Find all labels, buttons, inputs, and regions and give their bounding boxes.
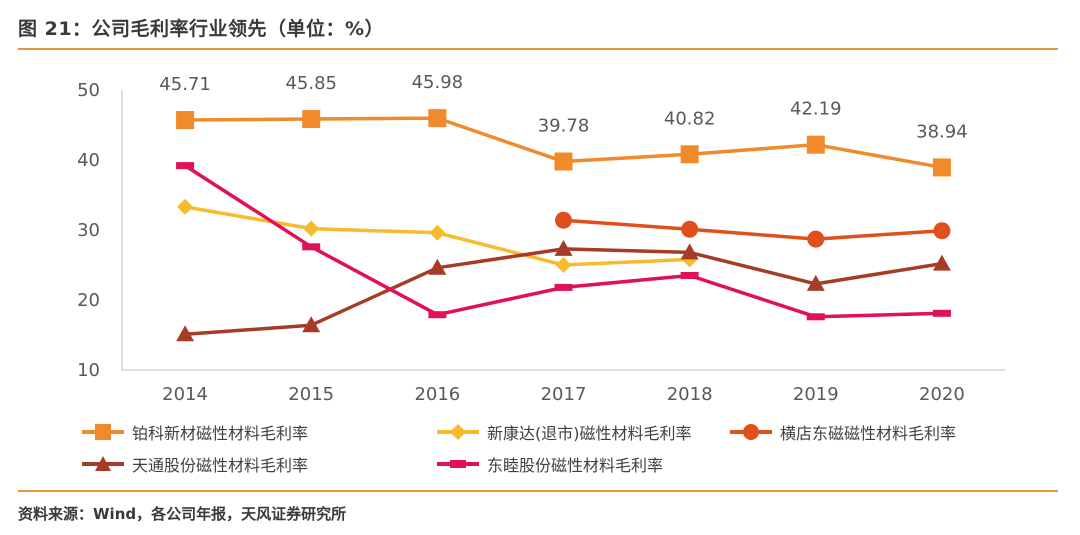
legend-item: 天通股份磁性材料毛利率 (80, 452, 308, 476)
data-point (429, 224, 446, 241)
data-label: 45.98 (412, 72, 464, 93)
x-tick-label: 2019 (793, 384, 839, 405)
legend-swatch (437, 424, 479, 440)
data-label: 42.19 (790, 99, 842, 120)
data-point (428, 258, 447, 275)
x-tick-label: 2017 (541, 384, 587, 405)
data-point (806, 135, 825, 154)
data-point (177, 198, 194, 215)
data-point (680, 243, 699, 260)
data-label: 40.82 (664, 108, 716, 129)
y-tick-label: 20 (77, 290, 100, 311)
source-note: 资料来源：Wind，各公司年报，天风证券研究所 (18, 505, 347, 523)
data-point (806, 274, 825, 291)
data-label: 39.78 (538, 116, 590, 137)
data-point (302, 243, 321, 251)
legend-item: 铂科新材磁性材料毛利率 (80, 420, 308, 444)
x-tick-label: 2020 (919, 384, 965, 405)
legend-label: 东睦股份磁性材料毛利率 (487, 456, 664, 475)
data-label: 45.85 (285, 73, 337, 94)
legend-swatch (82, 456, 124, 471)
x-tick-label: 2016 (414, 384, 460, 405)
y-tick-label: 50 (77, 80, 100, 101)
data-point (302, 316, 321, 333)
data-point (302, 110, 321, 129)
x-tick-label: 2015 (288, 384, 334, 405)
legend-label: 天通股份磁性材料毛利率 (132, 456, 309, 475)
y-tick-label: 30 (77, 220, 100, 241)
data-point (807, 230, 825, 248)
data-point (554, 152, 573, 171)
x-tick-label: 2014 (162, 384, 208, 405)
data-point (932, 309, 951, 317)
data-point (806, 313, 825, 321)
data-point (303, 220, 320, 237)
data-point (680, 145, 699, 164)
legend-swatch (82, 424, 124, 440)
series-line (563, 218, 943, 241)
y-tick-label: 40 (77, 150, 100, 171)
legend-item: 新康达(退市)磁性材料毛利率 (435, 420, 692, 444)
legend-item: 横店东磁磁性材料毛利率 (728, 420, 956, 444)
line-chart: 10 20 30 40 50 2014 2015 2016 2017 2018 2019 2020 45… (77, 72, 1005, 405)
legend-swatch (437, 460, 479, 468)
data-point (555, 257, 572, 273)
data-point (932, 158, 951, 177)
y-tick-label: 10 (77, 360, 100, 381)
legend-swatch (730, 424, 772, 440)
data-point (932, 254, 951, 271)
data-point (554, 239, 573, 256)
data-point (555, 211, 572, 229)
x-tick-label: 2018 (667, 384, 713, 405)
data-point (176, 111, 195, 130)
data-point (428, 311, 447, 319)
legend-label: 新康达(退市)磁性材料毛利率 (487, 424, 692, 443)
legend-label: 横店东磁磁性材料毛利率 (780, 424, 957, 443)
data-point (933, 222, 951, 240)
data-label: 38.94 (916, 121, 968, 142)
bottom-rule (18, 490, 1058, 492)
data-point (554, 283, 573, 291)
data-point (681, 220, 699, 238)
data-point (428, 109, 447, 128)
legend-label: 铂科新材磁性材料毛利率 (132, 424, 309, 443)
top-rule (18, 48, 1058, 50)
data-point (680, 272, 699, 279)
data-label: 45.71 (159, 74, 211, 95)
data-point (176, 325, 195, 342)
data-point (176, 162, 195, 170)
legend-item: 东睦股份磁性材料毛利率 (435, 452, 663, 476)
figure-title: 图 21：公司毛利率行业领先（单位：%） (18, 18, 385, 40)
